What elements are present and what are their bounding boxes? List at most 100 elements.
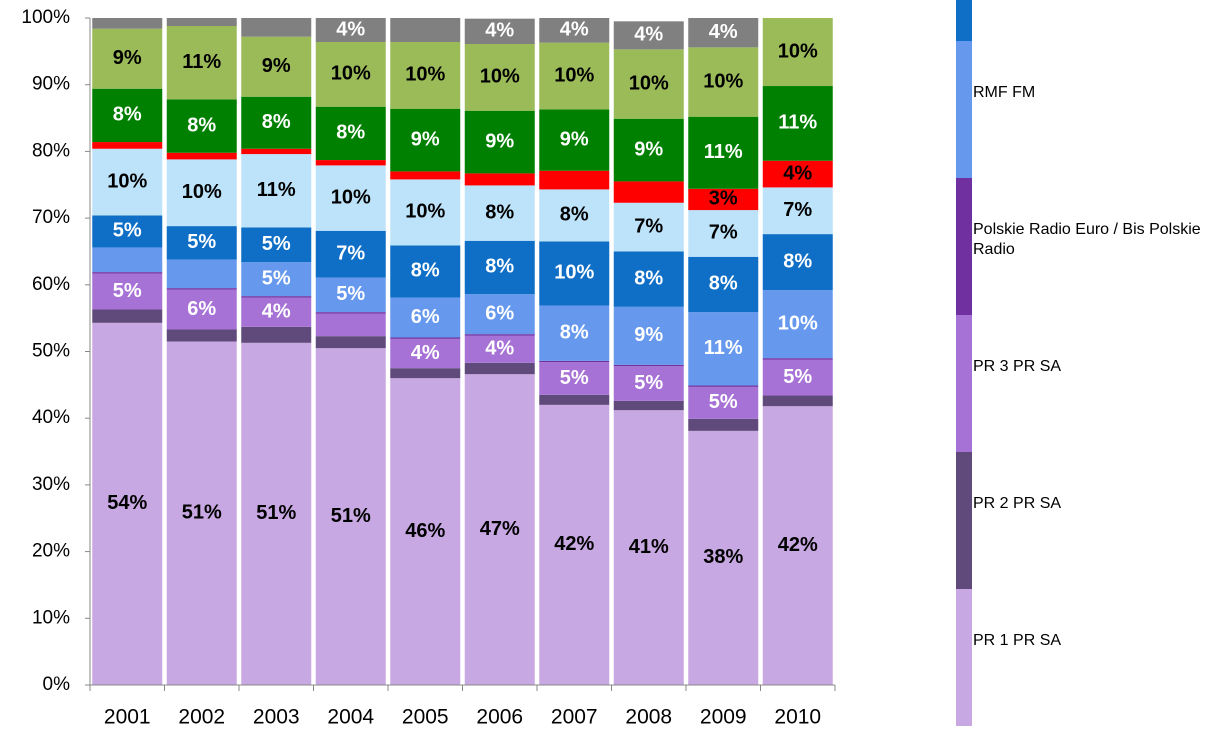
data-label: 8% [187, 114, 216, 136]
bar-segment [241, 296, 312, 298]
data-label: 5% [187, 231, 216, 253]
bar-segment [92, 148, 163, 216]
legend-swatch [956, 315, 972, 452]
data-label: 8% [485, 201, 514, 223]
bar-segment [241, 148, 312, 155]
data-label: 6% [485, 302, 514, 324]
data-label: 9% [262, 55, 291, 77]
bar-segment [464, 374, 535, 685]
data-label: 10% [629, 72, 669, 94]
data-label: 7% [709, 222, 738, 244]
bar-segment [762, 18, 833, 87]
bar-segment [315, 313, 386, 337]
bar-segment [464, 334, 535, 336]
bar-segment [762, 290, 833, 359]
legend-swatch [956, 0, 972, 41]
y-tick-label: 50% [32, 341, 70, 362]
bar-segment [613, 181, 684, 203]
bar-segment [92, 273, 163, 310]
data-label: 8% [262, 111, 291, 133]
bar-segment [688, 418, 759, 431]
bar-segment [92, 247, 163, 273]
data-label: 6% [187, 298, 216, 320]
data-label: 3% [709, 188, 738, 210]
data-label: 5% [560, 367, 589, 389]
data-label: 8% [709, 273, 738, 295]
legend-label: PR 2 PR SA [973, 495, 1062, 512]
bar-segment [315, 42, 386, 107]
data-label: 10% [405, 201, 445, 223]
data-label: 5% [709, 391, 738, 413]
data-label: 9% [560, 128, 589, 150]
y-tick-label: 100% [21, 7, 70, 28]
data-label: 9% [411, 128, 440, 150]
data-label: 5% [262, 233, 291, 255]
bar-segment [762, 359, 833, 396]
bar-segment [241, 96, 312, 149]
data-label: 41% [629, 536, 669, 558]
bar-segment [613, 410, 684, 685]
data-label: 8% [560, 204, 589, 226]
bar-segment [241, 297, 312, 327]
bar-segment [390, 337, 461, 339]
legend-swatch [956, 452, 972, 589]
bar-segment [762, 234, 833, 291]
bar-segment [390, 171, 461, 180]
bar-segment [762, 86, 833, 161]
data-label: 7% [634, 215, 663, 237]
data-label: 9% [485, 130, 514, 152]
legend-swatch [956, 589, 972, 726]
bar-segment [166, 99, 237, 153]
bar-segment [688, 210, 759, 257]
data-label: 5% [634, 372, 663, 394]
bar-segment [688, 312, 759, 386]
bar-segment [315, 165, 386, 231]
bar-segment [315, 230, 386, 278]
data-label: 8% [336, 122, 365, 144]
bar-segment [464, 335, 535, 363]
bar-segment [762, 358, 833, 360]
bar-segment [390, 338, 461, 369]
bar-segment [464, 240, 535, 295]
bar-segment [539, 189, 610, 242]
data-label: 10% [554, 262, 594, 284]
data-label: 10% [405, 64, 445, 86]
y-tick-label: 80% [32, 140, 70, 161]
bar-segment [613, 251, 684, 307]
bar-segment [92, 322, 163, 685]
data-label: 7% [783, 199, 812, 221]
y-tick-label: 30% [32, 474, 70, 495]
data-label: 38% [703, 546, 743, 568]
data-label: 8% [560, 321, 589, 343]
data-label: 4% [560, 19, 589, 41]
x-tick-label: 2002 [178, 706, 225, 729]
bar-segment [390, 297, 461, 338]
legend-label: Polskie Radio Euro / Bis Polskie Radio [973, 221, 1201, 258]
bar-segment [92, 309, 163, 323]
bar-segment [539, 394, 610, 405]
bar-segment [166, 26, 237, 100]
bar-segment [539, 241, 610, 306]
data-label: 8% [783, 250, 812, 272]
bar-segment [166, 289, 237, 330]
bar-segment [390, 42, 461, 109]
bar-segment [613, 366, 684, 401]
bar-segment [613, 118, 684, 182]
bar-segment [539, 18, 610, 43]
bar-segment [166, 329, 237, 342]
data-label: 51% [182, 502, 222, 524]
bar-segment [539, 109, 610, 171]
data-label: 4% [485, 20, 514, 42]
data-label: 4% [262, 300, 291, 322]
data-label: 8% [485, 256, 514, 278]
data-label: 10% [331, 186, 371, 208]
bar-segment [613, 306, 684, 365]
data-label: 5% [336, 283, 365, 305]
data-label: 11% [704, 337, 743, 359]
bar-segment [688, 47, 759, 117]
bar-segment [315, 348, 386, 685]
bar-segment [539, 170, 610, 190]
legend-label: PR 3 PR SA [973, 358, 1062, 375]
y-tick-label: 90% [32, 74, 70, 95]
